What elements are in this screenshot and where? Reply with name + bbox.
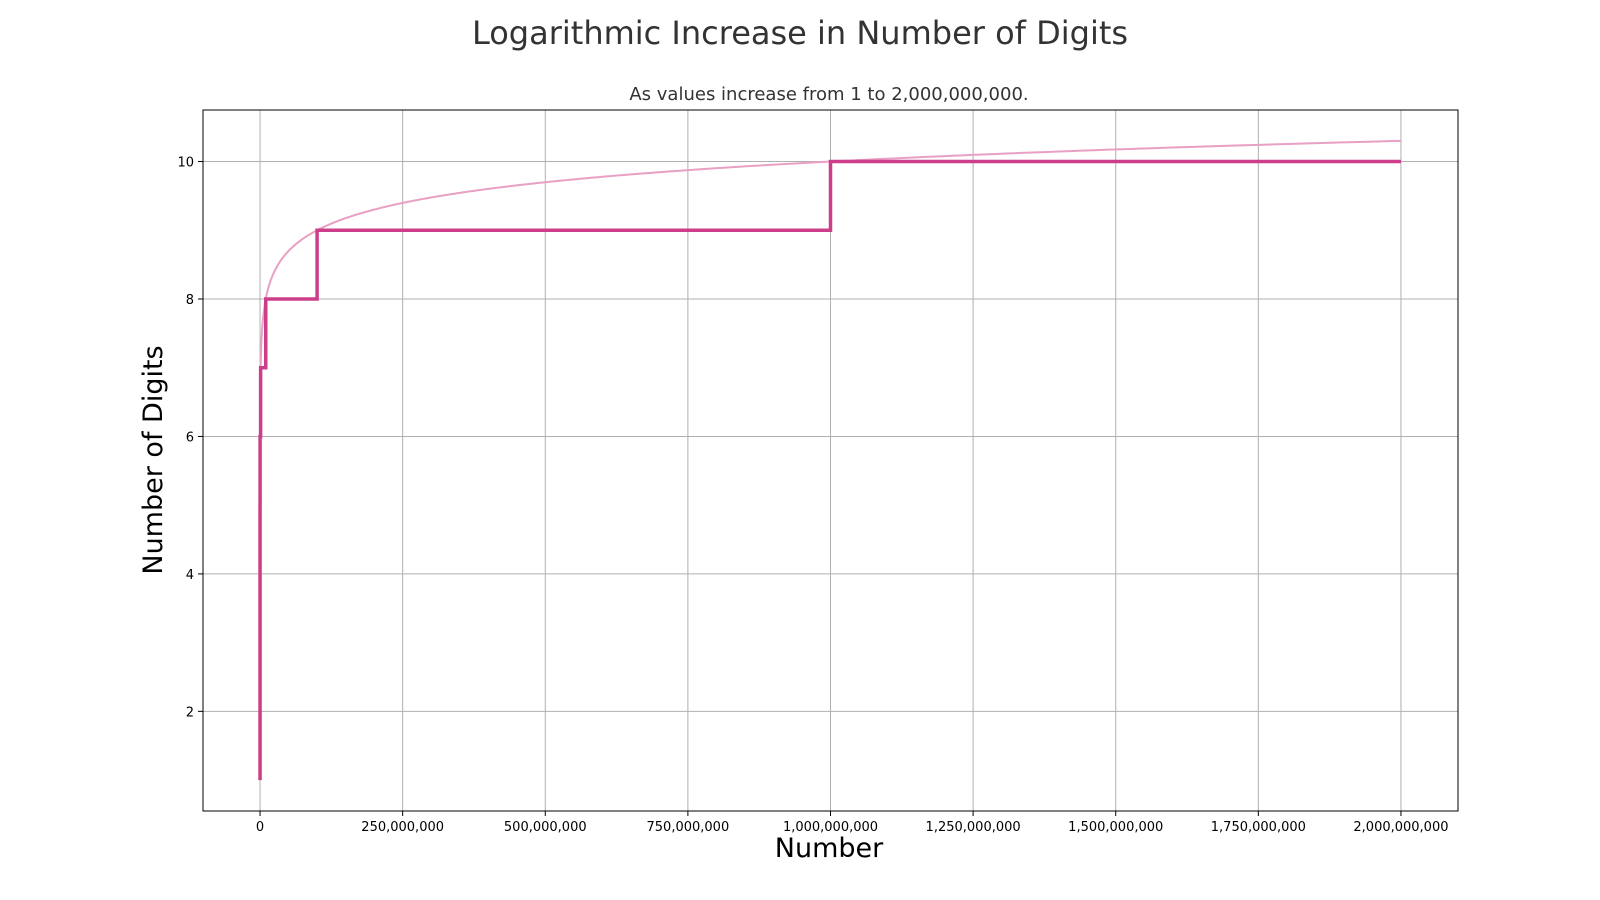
x-tick-label: 1,750,000,000 xyxy=(1211,820,1306,835)
chart-subtitle: As values increase from 1 to 2,000,000,0… xyxy=(629,84,1028,105)
y-axis-label: Number of Digits xyxy=(138,345,169,574)
x-tick-label: 500,000,000 xyxy=(504,820,587,835)
x-tick-label: 0 xyxy=(256,820,264,835)
y-tick-label: 10 xyxy=(177,156,194,171)
x-tick-label: 1,500,000,000 xyxy=(1068,820,1163,835)
y-tick-label: 4 xyxy=(186,568,194,583)
y-tick-label: 2 xyxy=(186,705,194,720)
x-tick-label: 750,000,000 xyxy=(647,820,730,835)
x-tick-label: 1,250,000,000 xyxy=(926,820,1021,835)
x-tick-label: 2,000,000,000 xyxy=(1353,820,1448,835)
plot-frame xyxy=(202,109,1459,812)
x-axis-label: Number xyxy=(775,833,884,864)
x-tick-label: 1,000,000,000 xyxy=(783,820,878,835)
y-tick-label: 6 xyxy=(186,430,194,445)
series-layer xyxy=(258,139,1401,781)
chart-title: Logarithmic Increase in Number of Digits xyxy=(472,14,1128,52)
y-tick-label: 8 xyxy=(186,293,194,308)
digit-count-step-series xyxy=(258,159,1401,781)
tick-layer: 0 250,000,000 500,000,000 750,000,000 1,000,… xyxy=(177,156,1448,835)
x-tick-label: 250,000,000 xyxy=(361,820,444,835)
